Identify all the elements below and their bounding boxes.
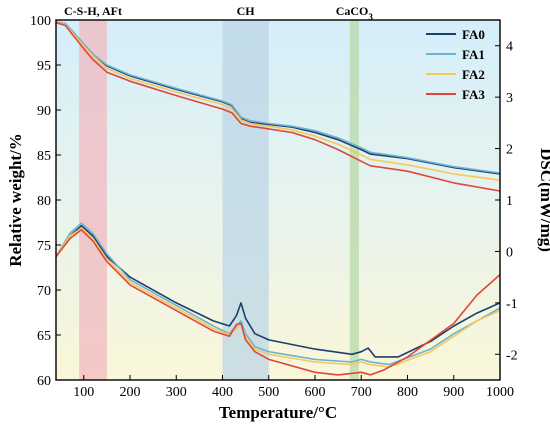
y-axis-left: 60 65 70 75 80 85 90 95 100 <box>30 14 61 389</box>
y-tick-label-65: 65 <box>37 329 51 344</box>
band-2 <box>349 20 359 380</box>
x-axis: 100 200 300 400 500 600 700 800 900 1000 <box>73 375 514 400</box>
y2-axis-label: DSC(mW/mg) <box>537 148 550 252</box>
y-axis-right: -2 -1 0 1 2 3 4 <box>495 40 518 363</box>
x-tick-label-600: 600 <box>305 385 326 400</box>
tg-line-fa3 <box>55 21 501 192</box>
y2-tick-label--2: -2 <box>506 348 518 363</box>
x-tick-label-1000: 1000 <box>486 385 514 400</box>
y2-tick-label--1: -1 <box>506 297 518 312</box>
x-tick-label-700: 700 <box>351 385 372 400</box>
band-label-1: CH <box>237 4 256 18</box>
y2-tick-label-0: 0 <box>506 245 513 260</box>
legend-label-fa3: FA3 <box>462 87 485 102</box>
dsc-line-fa2 <box>55 227 501 368</box>
dsc-line-fa3 <box>55 229 501 376</box>
dsc-line-fa0 <box>55 224 501 358</box>
y-tick-label-80: 80 <box>37 194 51 209</box>
band-group <box>79 20 359 380</box>
y2-tick-label-2: 2 <box>506 143 513 158</box>
y-tick-label-70: 70 <box>37 284 51 299</box>
x-tick-label-200: 200 <box>120 385 141 400</box>
y-tick-label-100: 100 <box>30 14 51 29</box>
band-label-group: C-S-H, AFt CH CaCO3 <box>64 4 373 22</box>
y-tick-label-95: 95 <box>37 59 51 74</box>
x-tick-label-100: 100 <box>73 385 94 400</box>
x-tick-label-500: 500 <box>258 385 279 400</box>
y2-tick-label-4: 4 <box>506 40 513 55</box>
tg-line-fa1 <box>55 21 501 174</box>
x-tick-label-400: 400 <box>212 385 233 400</box>
y2-tick-label-1: 1 <box>506 194 513 209</box>
y2-tick-label-3: 3 <box>506 91 513 106</box>
legend-label-fa1: FA1 <box>462 47 485 62</box>
legend: FA0 FA1 FA2 FA3 <box>426 27 485 102</box>
band-0 <box>79 20 107 380</box>
series-group <box>55 21 501 376</box>
legend-label-fa2: FA2 <box>462 67 485 82</box>
band-label-2: CaCO3 <box>336 4 374 22</box>
x-tick-label-800: 800 <box>397 385 418 400</box>
y-tick-label-85: 85 <box>37 149 51 164</box>
band-label-0: C-S-H, AFt <box>64 4 122 18</box>
x-tick-label-900: 900 <box>443 385 464 400</box>
y-tick-label-60: 60 <box>37 374 51 389</box>
band-1 <box>222 20 269 380</box>
tg-line-fa2 <box>55 21 501 181</box>
legend-label-fa0: FA0 <box>462 27 485 42</box>
x-tick-label-300: 300 <box>166 385 187 400</box>
plot-background <box>56 20 500 380</box>
y-tick-label-75: 75 <box>37 239 51 254</box>
y-axis-label: Relative weight/% <box>6 133 25 267</box>
y-tick-label-90: 90 <box>37 104 51 119</box>
x-axis-label: Temperature/°C <box>219 403 337 422</box>
